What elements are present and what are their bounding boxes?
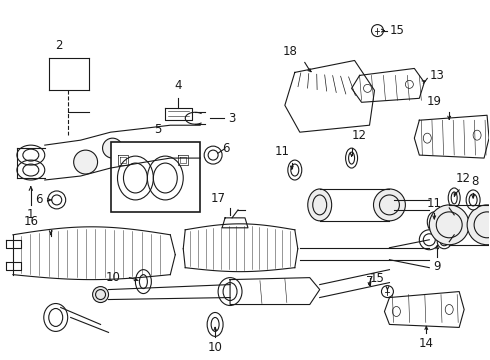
- Text: 12: 12: [456, 172, 471, 185]
- Text: 9: 9: [434, 260, 441, 273]
- Ellipse shape: [288, 160, 302, 180]
- Bar: [111, 142, 200, 212]
- Ellipse shape: [429, 205, 469, 245]
- Text: 10: 10: [208, 341, 222, 354]
- Ellipse shape: [466, 190, 480, 210]
- Ellipse shape: [467, 205, 490, 245]
- Text: 11: 11: [427, 197, 442, 210]
- Ellipse shape: [74, 150, 98, 174]
- Text: 13: 13: [429, 69, 444, 82]
- Text: 2: 2: [55, 40, 62, 53]
- Text: 5: 5: [154, 123, 161, 136]
- Ellipse shape: [308, 189, 332, 221]
- Text: 12: 12: [352, 129, 367, 142]
- Ellipse shape: [448, 188, 460, 208]
- Text: 18: 18: [282, 45, 297, 58]
- Ellipse shape: [102, 138, 122, 158]
- Text: 10: 10: [106, 271, 121, 284]
- Ellipse shape: [345, 148, 358, 168]
- Text: 8: 8: [471, 175, 479, 188]
- Text: 15: 15: [370, 271, 385, 285]
- Text: 15: 15: [390, 24, 404, 37]
- Ellipse shape: [427, 212, 441, 232]
- Ellipse shape: [419, 230, 439, 250]
- Text: 11: 11: [274, 145, 290, 158]
- Text: 16: 16: [24, 215, 38, 228]
- Ellipse shape: [371, 24, 384, 37]
- Text: 1: 1: [27, 208, 35, 221]
- Text: 7: 7: [366, 275, 373, 288]
- Text: 3: 3: [228, 112, 235, 125]
- Ellipse shape: [382, 285, 393, 298]
- Ellipse shape: [135, 270, 151, 293]
- Text: 17: 17: [211, 192, 225, 205]
- Ellipse shape: [207, 312, 223, 336]
- Ellipse shape: [93, 287, 108, 302]
- Ellipse shape: [437, 235, 451, 249]
- Ellipse shape: [373, 189, 405, 221]
- Text: 6: 6: [222, 141, 230, 155]
- Text: 14: 14: [419, 337, 434, 350]
- Text: 4: 4: [174, 79, 182, 92]
- Text: 19: 19: [427, 95, 442, 108]
- Text: 6: 6: [35, 193, 43, 206]
